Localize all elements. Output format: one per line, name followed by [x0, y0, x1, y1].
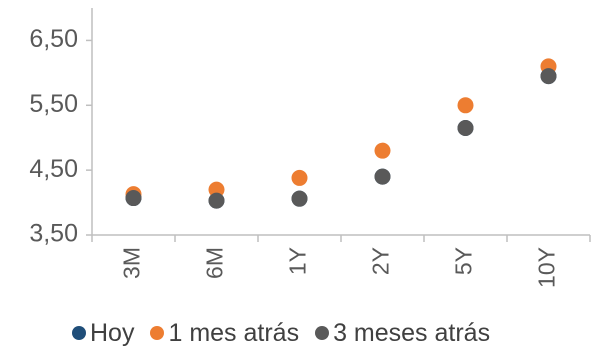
- y-tick-label: 5,50: [29, 90, 78, 118]
- data-point: [374, 168, 391, 185]
- legend-marker-3-meses-atras: [315, 326, 330, 340]
- x-tick-label: 5Y: [451, 247, 477, 275]
- data-point: [540, 68, 557, 85]
- chart-marks: [125, 58, 557, 209]
- x-tick-label: 1Y: [285, 247, 311, 275]
- legend-label-3-meses-atras: 3 meses atrás: [333, 318, 491, 347]
- series-0: [125, 68, 557, 209]
- chart-legend: Hoy 1 mes atrás 3 meses atrás: [72, 318, 490, 348]
- legend-label-hoy: Hoy: [90, 318, 135, 347]
- legend-item-3-meses-atras: 3 meses atrás: [315, 319, 490, 348]
- data-point: [457, 119, 474, 136]
- data-point: [208, 181, 225, 198]
- series-2: [125, 68, 557, 209]
- legend-item-hoy: Hoy: [72, 319, 134, 348]
- x-tick-label: 2Y: [368, 247, 394, 275]
- legend-marker-hoy: [72, 326, 86, 340]
- data-point: [291, 190, 308, 207]
- data-point: [291, 169, 308, 186]
- data-point: [374, 142, 391, 159]
- legend-marker-1-mes-atras: [150, 326, 165, 340]
- data-point: [457, 97, 474, 114]
- x-tick-label: 6M: [202, 247, 228, 279]
- legend-label-1-mes-atras: 1 mes atrás: [168, 318, 300, 347]
- y-tick-label: 3,50: [29, 220, 78, 248]
- data-point: [208, 192, 225, 209]
- legend-item-1-mes-atras: 1 mes atrás: [150, 319, 299, 348]
- y-tick-label: 4,50: [29, 155, 78, 183]
- x-tick-label: 3M: [119, 247, 145, 279]
- series-1: [125, 58, 557, 203]
- x-tick-label: 10Y: [534, 247, 560, 288]
- data-point: [125, 190, 142, 207]
- y-tick-label: 6,50: [29, 25, 78, 53]
- chart-axes: 3,50 4,50 5,50 6,50 3M 6M 1Y 2Y 5Y 10Y: [29, 8, 591, 288]
